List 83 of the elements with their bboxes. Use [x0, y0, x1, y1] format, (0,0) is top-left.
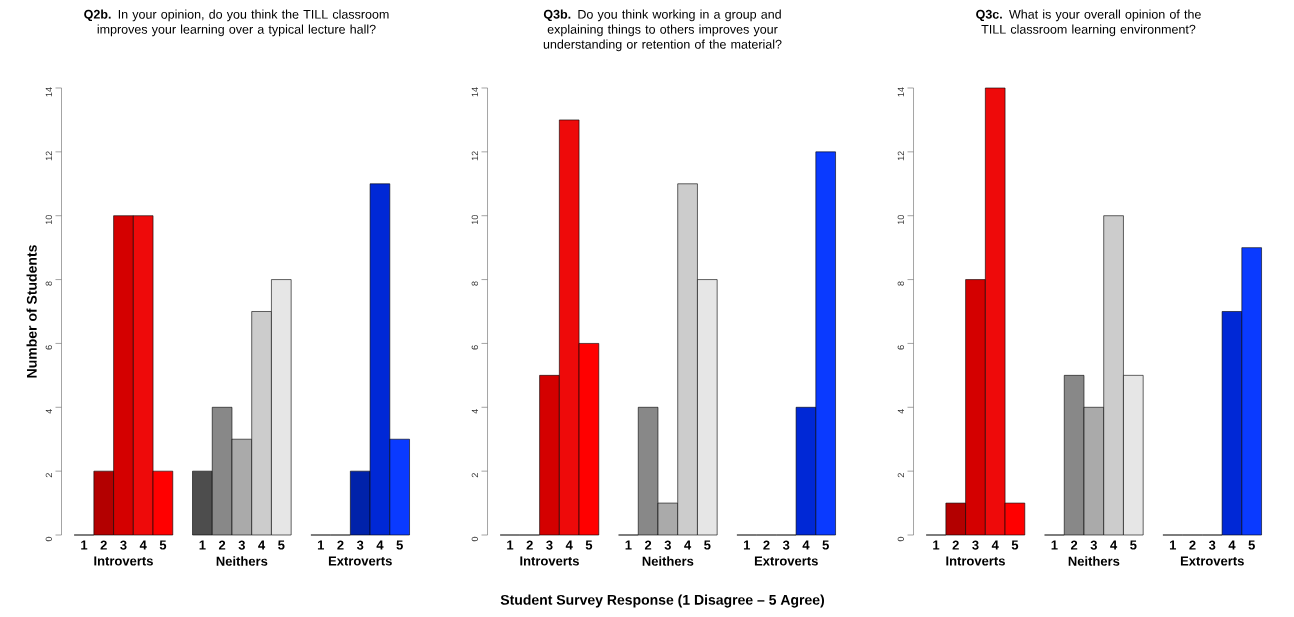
x-tick-label: 1: [933, 540, 940, 550]
x-tick-label: 2: [337, 540, 344, 550]
series-label: Introverts: [946, 556, 1005, 566]
x-tick-label: 5: [822, 540, 829, 550]
x-tick-label: 5: [159, 540, 167, 550]
y-tick-label: 12: [45, 151, 52, 161]
y-tick-label: 8: [45, 281, 52, 286]
y-tick-label: 14: [45, 87, 52, 97]
x-tick-label: 5: [278, 540, 285, 550]
x-tick-label: 4: [139, 540, 147, 550]
y-axis-title: Number of Students: [26, 245, 37, 378]
y-tick-label: 6: [45, 345, 52, 350]
x-tick-label: 4: [258, 540, 266, 550]
x-tick-label: 3: [664, 540, 671, 550]
x-tick-label: 2: [763, 540, 770, 550]
chart-title: Q3c. What is your overall opinion of the TILL classroom learning environment?: [976, 9, 1201, 37]
y-tick-label: 2: [897, 473, 904, 478]
x-tick-label: 3: [356, 540, 364, 550]
series-label: Neithers: [642, 556, 694, 566]
x-tick-label: 1: [199, 540, 206, 550]
x-tick-label: 5: [704, 540, 711, 550]
x-tick-label: 1: [507, 540, 514, 550]
x-tick-label: 2: [1189, 540, 1196, 550]
x-tick-label: 3: [546, 540, 553, 550]
y-tick-label: 4: [45, 409, 52, 414]
x-tick-label: 2: [952, 540, 959, 550]
series-label: Introverts: [94, 556, 153, 566]
y-tick-label: 8: [471, 281, 478, 286]
series-label: Introverts: [520, 556, 579, 566]
x-tick-label: 4: [1110, 540, 1118, 550]
x-tick-label: 4: [1228, 540, 1236, 550]
x-tick-label: 2: [644, 540, 652, 550]
y-tick-label: 4: [897, 409, 904, 414]
chart-title: Q3b. Do you think working in a group and explaining things to others improves your understanding or retention of the material?: [543, 9, 782, 52]
x-tick-label: 2: [1070, 540, 1078, 550]
x-tick-label: 1: [1051, 540, 1058, 550]
y-tick-label: 12: [897, 151, 904, 161]
series-label: Neithers: [216, 556, 268, 566]
y-tick-label: 14: [897, 87, 904, 97]
x-tick-label: 4: [565, 540, 573, 550]
y-tick-label: 2: [45, 473, 52, 478]
series-label: Neithers: [1068, 556, 1120, 566]
y-tick-label: 10: [45, 215, 52, 225]
x-tick-label: 4: [802, 540, 810, 550]
x-tick-label: 1: [81, 540, 88, 550]
x-tick-label: 4: [684, 540, 692, 550]
y-tick-label: 4: [471, 409, 478, 414]
x-tick-label: 5: [1130, 540, 1137, 550]
x-tick-label: 2: [218, 540, 226, 550]
y-tick-label: 0: [897, 536, 905, 542]
x-tick-label: 3: [1090, 540, 1097, 550]
y-tick-label: 10: [897, 215, 905, 225]
x-tick-label: 1: [317, 540, 325, 550]
x-tick-label: 3: [238, 540, 245, 550]
x-tick-label: 4: [376, 540, 384, 550]
x-tick-label: 2: [100, 540, 107, 550]
x-tick-label: 3: [1208, 540, 1216, 550]
y-tick-label: 0: [45, 536, 52, 542]
y-tick-label: 6: [897, 345, 905, 350]
y-tick-label: 0: [471, 536, 478, 542]
x-tick-label: 1: [625, 540, 632, 550]
x-tick-label: 5: [1011, 540, 1019, 550]
y-tick-label: 10: [471, 215, 478, 225]
series-label: Extroverts: [328, 556, 392, 566]
x-tick-label: 3: [782, 540, 790, 550]
y-tick-label: 14: [471, 87, 478, 97]
x-tick-label: 5: [1248, 540, 1255, 550]
y-tick-label: 6: [471, 345, 478, 350]
x-axis-title: Student Survey Response (1 Disagree – 5 Agree): [500, 594, 825, 608]
x-tick-label: 3: [972, 540, 979, 550]
series-label: Extroverts: [1180, 556, 1244, 566]
y-tick-label: 2: [471, 473, 478, 478]
x-tick-label: 5: [396, 540, 403, 550]
series-label: Extroverts: [754, 556, 818, 566]
x-tick-label: 1: [1169, 540, 1177, 550]
x-tick-label: 1: [743, 540, 751, 550]
chart-title: Q2b. In your opinion, do you think the TILL classroom improves your learning over a typical lecture hall?: [84, 9, 389, 37]
x-tick-label: 2: [526, 540, 533, 550]
y-tick-label: 8: [897, 281, 905, 286]
x-tick-label: 3: [120, 540, 127, 550]
x-tick-label: 4: [991, 540, 999, 550]
x-tick-label: 5: [585, 540, 593, 550]
y-tick-label: 12: [471, 151, 478, 161]
